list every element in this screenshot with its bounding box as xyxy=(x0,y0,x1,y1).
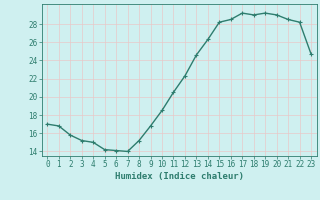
X-axis label: Humidex (Indice chaleur): Humidex (Indice chaleur) xyxy=(115,172,244,181)
